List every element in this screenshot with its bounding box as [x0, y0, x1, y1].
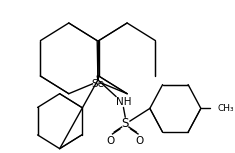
- Text: NH: NH: [116, 97, 131, 106]
- Text: Se: Se: [91, 79, 104, 89]
- Text: CH₃: CH₃: [217, 104, 234, 113]
- Text: O: O: [136, 136, 144, 146]
- Text: S: S: [121, 117, 129, 130]
- Text: O: O: [106, 136, 115, 146]
